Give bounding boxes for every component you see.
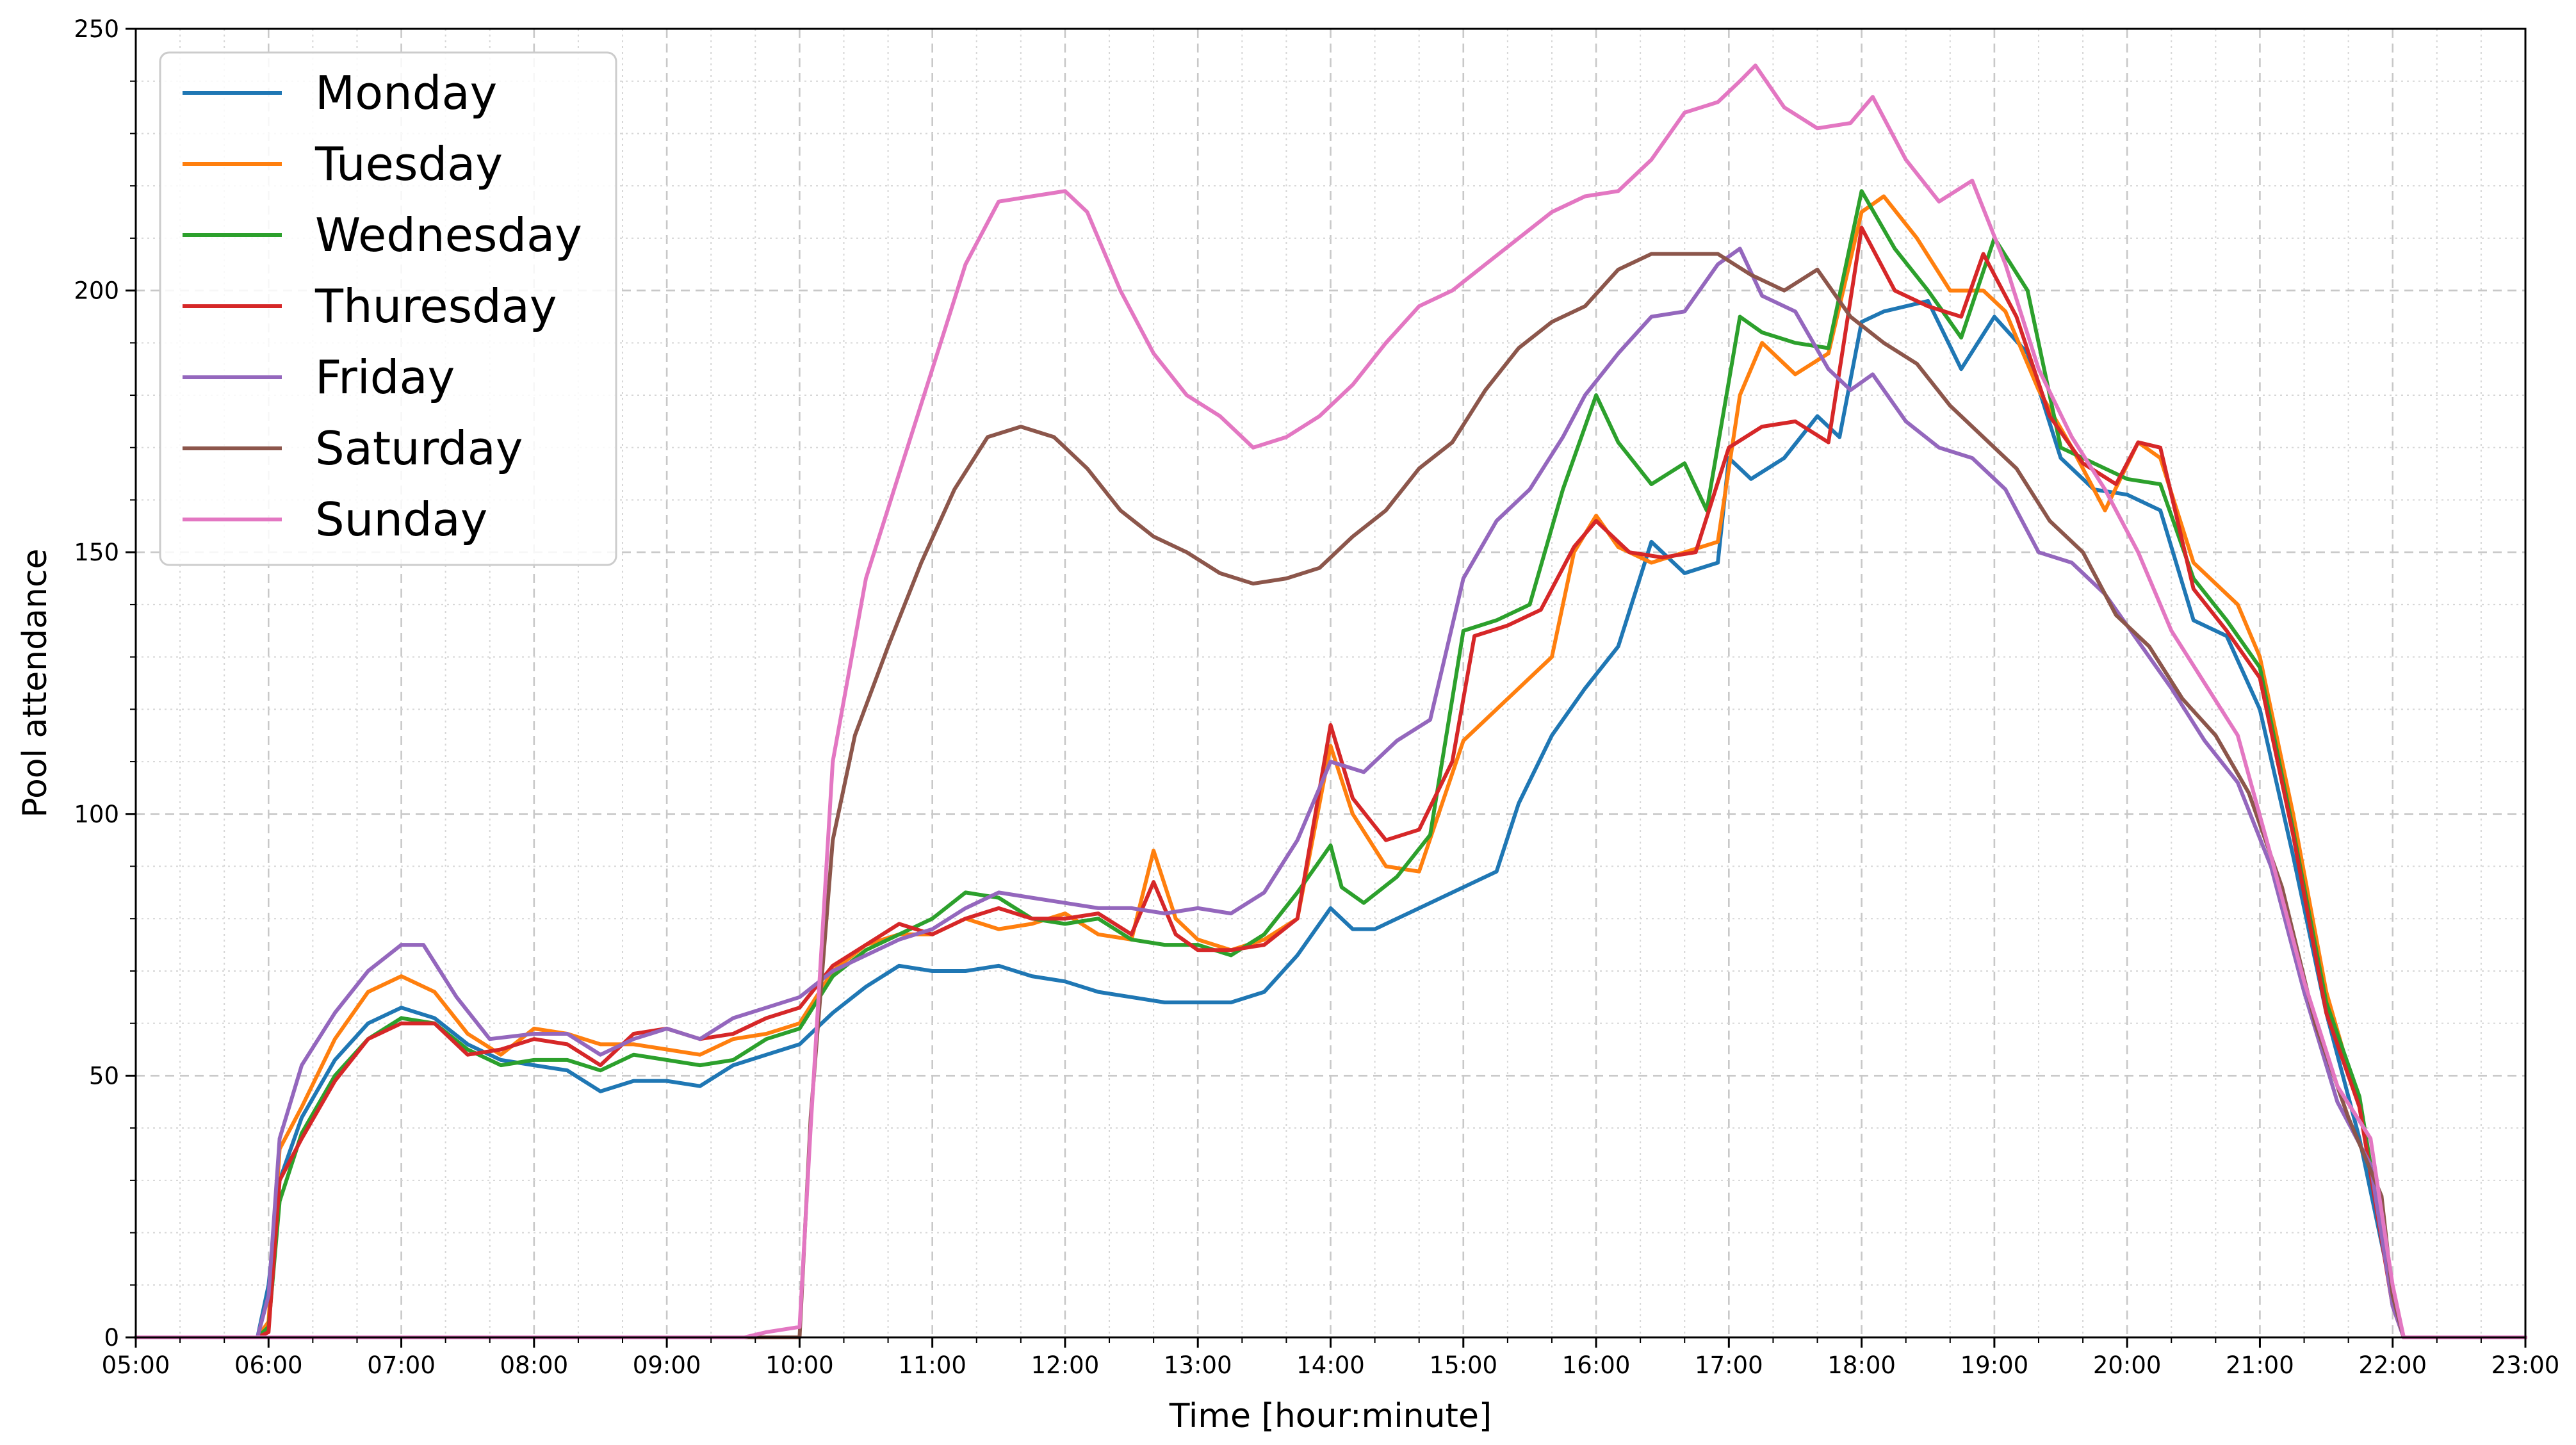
- x-tick-label: 21:00: [2226, 1351, 2294, 1379]
- series-lines: [134, 63, 2527, 1339]
- series-line-sunday: [134, 63, 2527, 1339]
- legend-box: [159, 51, 617, 566]
- y-tick-label: 200: [74, 277, 119, 305]
- legend-label-monday: Monday: [315, 66, 497, 120]
- x-axis-label: Time [hour:minute]: [1169, 1397, 1492, 1435]
- x-tick-label: 09:00: [633, 1351, 701, 1379]
- y-tick-label: 50: [89, 1062, 119, 1090]
- x-tick-label: 22:00: [2358, 1351, 2427, 1379]
- x-tick-label: 12:00: [1031, 1351, 1100, 1379]
- y-tick-label: 100: [74, 801, 119, 828]
- y-axis-label: Pool attendance: [16, 548, 54, 817]
- x-tick-label: 10:00: [765, 1351, 834, 1379]
- y-tick-label: 250: [74, 15, 119, 43]
- x-tick-label: 23:00: [2491, 1351, 2560, 1379]
- x-tick-label: 17:00: [1695, 1351, 1763, 1379]
- legend-label-sunday: Sunday: [315, 493, 487, 546]
- x-tick-label: 20:00: [2093, 1351, 2162, 1379]
- x-tick-label: 14:00: [1296, 1351, 1365, 1379]
- series-line-saturday: [134, 252, 2527, 1339]
- x-tick-label: 19:00: [1961, 1351, 2029, 1379]
- x-tick-label: 16:00: [1562, 1351, 1631, 1379]
- x-tick-label: 15:00: [1429, 1351, 1497, 1379]
- series-line-wednesday: [134, 189, 2527, 1339]
- series-line-thuresday: [134, 225, 2527, 1339]
- legend-label-tuesday: Tuesday: [314, 137, 503, 191]
- x-tick-label: 07:00: [367, 1351, 436, 1379]
- axes: 05:00 06:00 07:00 08:00 09:00 10:00 11:00 12:00…: [16, 15, 2559, 1435]
- legend-label-friday: Friday: [315, 350, 455, 404]
- legend-label-saturday: Saturday: [315, 421, 523, 475]
- x-tick-label: 08:00: [500, 1351, 569, 1379]
- x-tick-label: 05:00: [102, 1351, 170, 1379]
- legend-label-wednesday: Wednesday: [315, 208, 582, 262]
- series-line-monday: [134, 298, 2527, 1339]
- series-line-friday: [134, 247, 2527, 1339]
- legend-label-thuresday: Thuresday: [314, 279, 557, 333]
- x-tick-label: 11:00: [898, 1351, 966, 1379]
- x-tick-label: 18:00: [1827, 1351, 1896, 1379]
- x-tick-label: 06:00: [234, 1351, 303, 1379]
- legend: Monday Tuesday Wednesday Thuresday Friday Sat…: [159, 51, 617, 566]
- y-tick-label: 0: [104, 1324, 119, 1351]
- x-tick-label: 13:00: [1164, 1351, 1232, 1379]
- y-tick-label: 150: [74, 539, 119, 566]
